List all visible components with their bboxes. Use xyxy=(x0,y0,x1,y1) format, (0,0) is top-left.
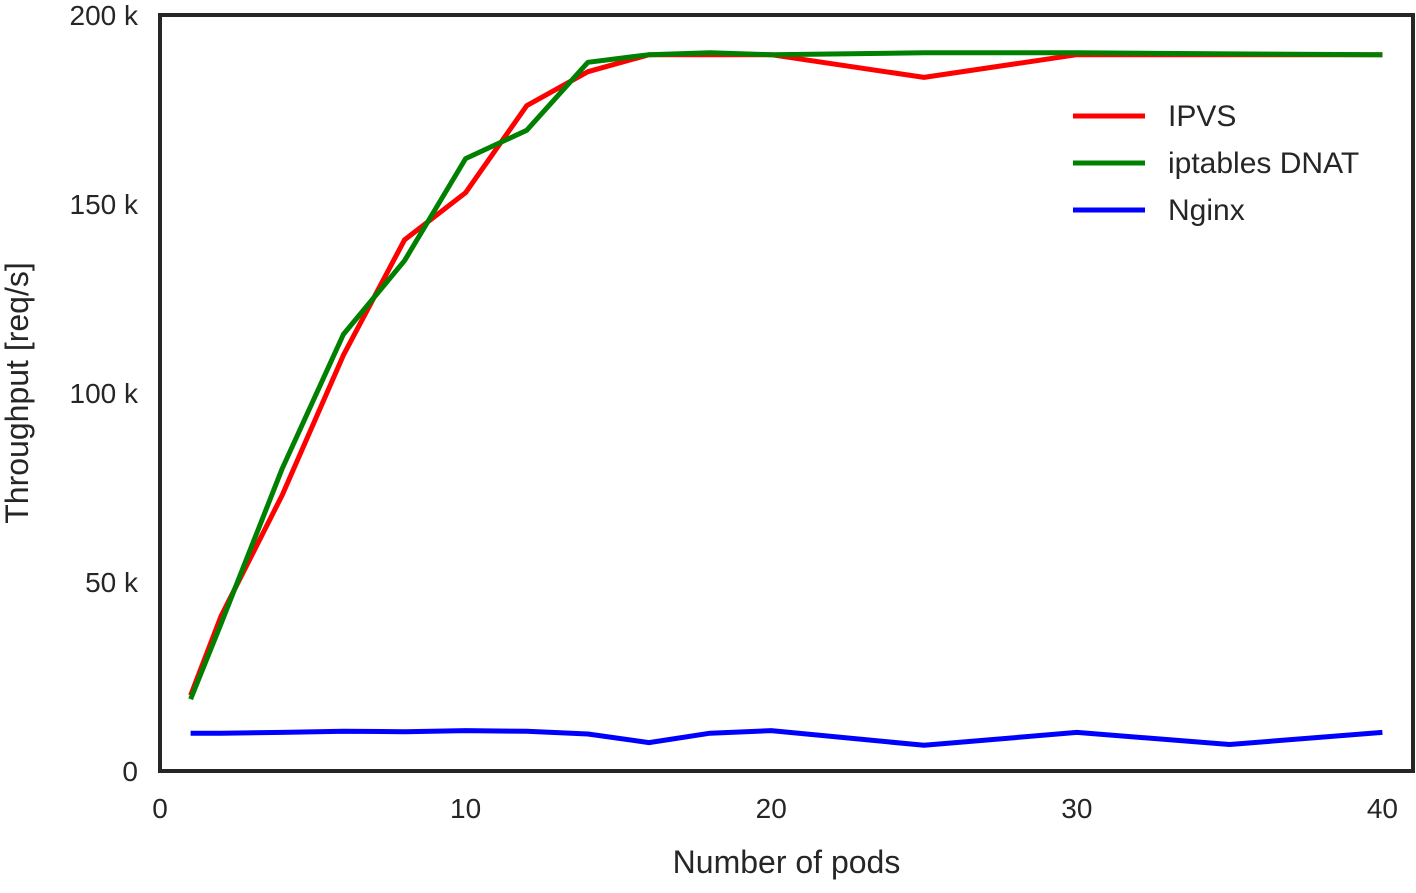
x-tick-label: 40 xyxy=(1367,793,1398,824)
series-line-ipvs xyxy=(188,52,1383,697)
y-tick-label: 150 k xyxy=(70,189,139,220)
series-line-nginx xyxy=(190,728,1383,748)
x-tick-label: 20 xyxy=(756,793,787,824)
legend-label-iptables-dnat: iptables DNAT xyxy=(1168,147,1359,180)
legend: IPVS iptables DNAT Nginx xyxy=(1073,100,1359,227)
legend-label-nginx: Nginx xyxy=(1168,194,1245,227)
x-tick-label: 10 xyxy=(450,793,481,824)
x-tick-label: 0 xyxy=(152,793,168,824)
y-axis-label: Throughput [req/s] xyxy=(0,262,35,523)
y-tick-label: 50 k xyxy=(85,567,139,598)
y-tick-label: 200 k xyxy=(70,0,139,31)
y-tick-label: 0 xyxy=(122,756,138,787)
series-line-iptables-dnat xyxy=(188,50,1383,701)
axes-layer: 0 10 20 30 40 0 50 k 100 k 150 k 200 k xyxy=(70,0,1415,824)
x-tick-label: 30 xyxy=(1061,793,1092,824)
plot-frame xyxy=(158,13,1415,773)
series-layer xyxy=(188,50,1383,748)
x-axis-label: Number of pods xyxy=(673,844,901,880)
legend-label-ipvs: IPVS xyxy=(1168,100,1236,133)
y-tick-label: 100 k xyxy=(70,378,139,409)
